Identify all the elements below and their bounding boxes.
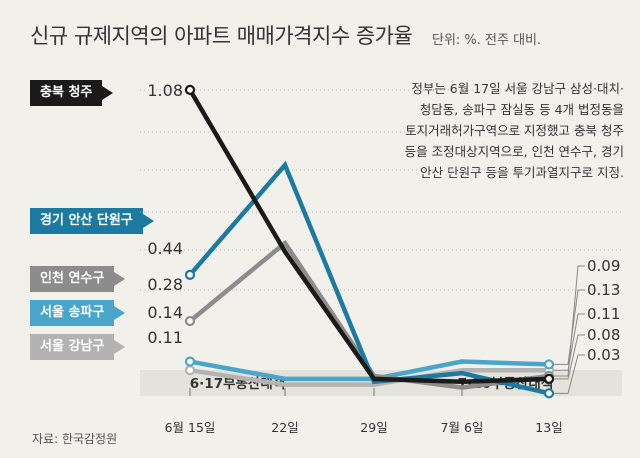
start-value-label: 0.11 [147, 328, 183, 347]
end-value-label: 0.08 [587, 326, 620, 344]
series-endpoint-marker [543, 373, 555, 384]
annotation-text: 정부는 6월 17일 서울 강남구 삼성·대치· 청담동, 송파구 잠실동 등 … [374, 78, 624, 183]
end-label-leader [553, 334, 585, 380]
series-endpoint-marker [184, 269, 196, 280]
chart-title: 신규 규제지역의 아파트 매매가격지수 증가율 [30, 24, 413, 48]
x-tick-label: 6월 15일 [165, 420, 216, 435]
x-tick-label: 22일 [271, 420, 298, 435]
series-line [189, 367, 549, 387]
start-value-label: 0.44 [147, 239, 183, 258]
annotation-line: 토지거래허가구역으로 지정했고 충북 청주 [405, 123, 624, 138]
series-line [188, 88, 550, 385]
series-tag-songpa: 서울 송파구 [30, 300, 126, 326]
x-tick-label: 29일 [360, 420, 387, 435]
end-value-label: 0.13 [587, 281, 620, 299]
series-endpoint-marker [184, 365, 196, 376]
end-value-label: 0.03 [587, 346, 620, 364]
series-tag-ansan: 경기 안산 단원구 [30, 208, 154, 234]
annotation-line: 등을 조정대상지역으로, 인천 연수구, 경기 [404, 144, 624, 159]
unit-label: 단위: %. 전주 대비. [432, 33, 542, 48]
end-value-label: 0.11 [587, 305, 620, 323]
start-value-label: 0.14 [147, 303, 183, 322]
series-endpoint-marker [543, 359, 555, 370]
series-endpoint-marker [543, 388, 555, 399]
end-label-leader [553, 289, 585, 365]
start-value-label: 0.28 [147, 275, 183, 294]
series-tag-yeonsu: 인천 연수구 [30, 266, 126, 292]
end-label-leader [553, 354, 585, 394]
x-tick-label: 7월 6일 [441, 420, 484, 435]
end-label-leader [553, 265, 585, 377]
series-tag-cheongju: 충북 청주 [30, 80, 114, 106]
x-tick-label: 13일 [535, 420, 562, 435]
end-value-label: 0.09 [587, 257, 620, 275]
series-endpoint-marker [184, 84, 196, 95]
start-value-label: 1.08 [147, 81, 183, 100]
annotation-line: 정부는 6월 17일 서울 강남구 삼성·대치· [411, 81, 624, 96]
series-endpoint-marker [184, 315, 196, 327]
annotation-line: 안산 단원구 등을 투기과열지구로 지정. [420, 165, 624, 180]
end-label-leader [553, 313, 585, 371]
annotation-line: 청담동, 송파구 잠실동 등 4개 법정동을 [419, 102, 624, 117]
series-tag-gangnam: 서울 강남구 [30, 334, 126, 360]
series-endpoint-marker [184, 356, 196, 367]
source-note: 자료: 한국감정원 [32, 432, 118, 446]
